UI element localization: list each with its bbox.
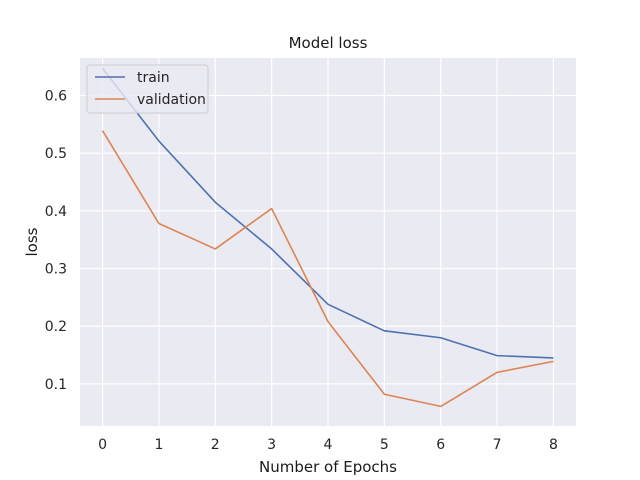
x-tick-label: 5 bbox=[380, 437, 389, 453]
y-tick-label: 0.3 bbox=[45, 262, 67, 278]
x-tick-label: 0 bbox=[98, 437, 107, 453]
y-tick-label: 0.2 bbox=[45, 319, 67, 335]
x-tick-label: 4 bbox=[324, 437, 333, 453]
y-tick-label: 0.6 bbox=[45, 88, 67, 104]
x-axis-label: Number of Epochs bbox=[259, 458, 397, 476]
y-tick-label: 0.4 bbox=[45, 204, 67, 220]
x-tick-label: 1 bbox=[154, 437, 163, 453]
series-line-train bbox=[101, 67, 554, 359]
chart-title: Model loss bbox=[289, 34, 368, 52]
y-axis-label: loss bbox=[23, 227, 41, 256]
grid bbox=[80, 58, 576, 426]
series-lines bbox=[101, 67, 554, 408]
x-tick-label: 7 bbox=[493, 437, 502, 453]
x-tick-label: 8 bbox=[549, 437, 558, 453]
tick-labels: 0 1 2 3 4 5 6 7 8 0.1 0.2 0.3 0.4 0.5 0.6 bbox=[45, 88, 558, 453]
legend: train validation bbox=[86, 64, 209, 114]
y-tick-label: 0.1 bbox=[45, 377, 67, 393]
y-tick-label: 0.5 bbox=[45, 146, 67, 162]
legend-label-validation: validation bbox=[137, 92, 206, 108]
x-tick-label: 2 bbox=[211, 437, 220, 453]
x-tick-label: 3 bbox=[267, 437, 276, 453]
x-tick-label: 6 bbox=[436, 437, 445, 453]
legend-label-train: train bbox=[137, 70, 170, 86]
series-line-validation bbox=[101, 130, 554, 408]
